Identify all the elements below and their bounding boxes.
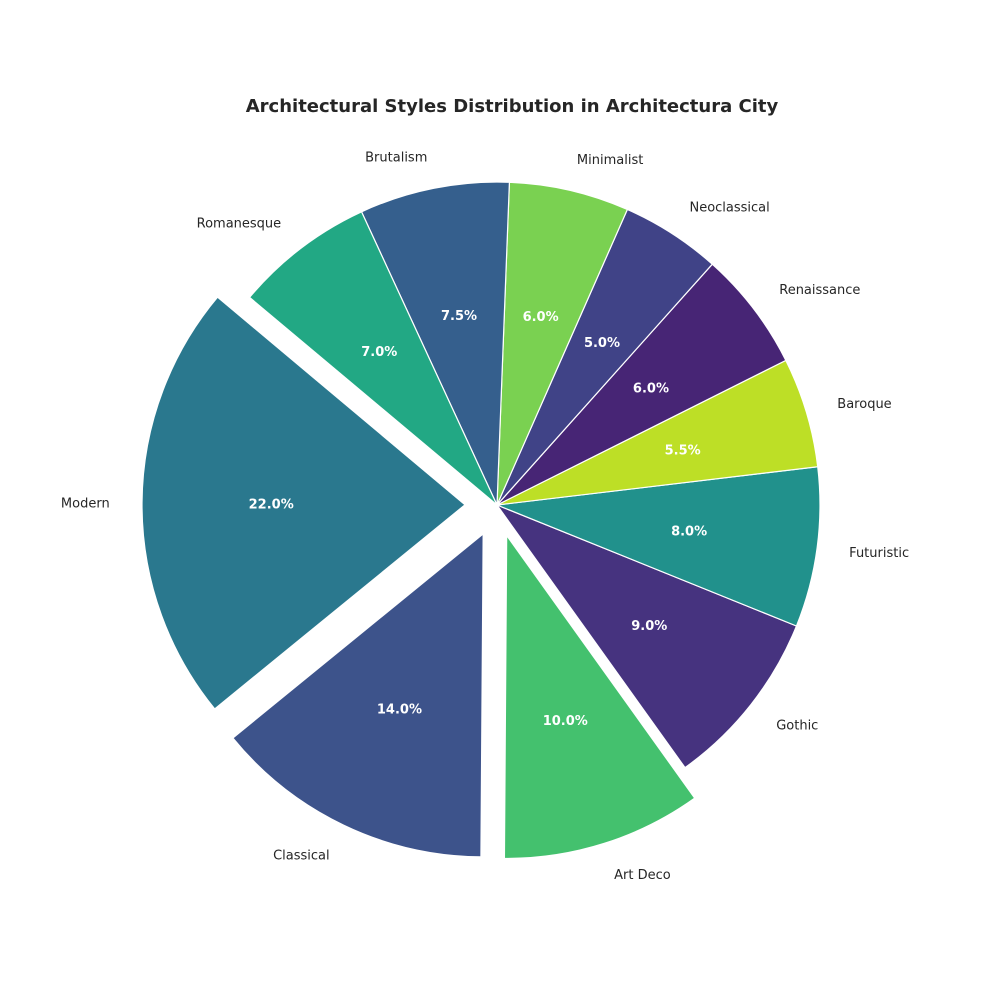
pct-label-futuristic: 8.0% — [671, 525, 707, 540]
pie-slice-classical — [232, 532, 484, 858]
slice-label-baroque: Baroque — [837, 397, 891, 412]
pct-label-art-deco: 10.0% — [543, 714, 588, 729]
pie-slice-futuristic — [496, 466, 821, 627]
chart-title: Architectural Styles Distribution in Arc… — [246, 96, 779, 117]
slice-label-renaissance: Renaissance — [779, 283, 860, 298]
pct-label-classical: 14.0% — [377, 703, 422, 718]
pct-label-gothic: 9.0% — [631, 619, 667, 634]
pie-slice-minimalist — [496, 181, 629, 506]
slice-label-minimalist: Minimalist — [577, 153, 643, 168]
pie-slice-gothic — [495, 503, 798, 769]
pie-slice-brutalism — [360, 181, 511, 506]
pct-label-baroque: 5.5% — [665, 443, 701, 458]
slice-label-gothic: Gothic — [776, 719, 818, 734]
slices-layer — [141, 181, 821, 860]
pct-label-minimalist: 6.0% — [523, 310, 559, 325]
pie-slice-renaissance — [496, 263, 787, 506]
slice-label-brutalism: Brutalism — [365, 151, 427, 166]
pct-label-renaissance: 6.0% — [633, 381, 669, 396]
slice-label-modern: Modern — [61, 496, 110, 511]
slice-label-romanesque: Romanesque — [197, 217, 282, 232]
pct-label-brutalism: 7.5% — [441, 309, 477, 324]
slice-label-art-deco: Art Deco — [614, 868, 671, 883]
pie-slice-romanesque — [248, 210, 498, 506]
pct-label-modern: 22.0% — [249, 497, 294, 512]
pie-slice-modern — [141, 296, 466, 710]
slice-label-neoclassical: Neoclassical — [689, 200, 769, 215]
labels-layer: 22.0% Modern 14.0% Classical 10.0% Art Deco 9.… — [61, 151, 909, 884]
pct-label-romanesque: 7.0% — [361, 345, 397, 360]
slice-label-classical: Classical — [273, 848, 330, 863]
slice-label-futuristic: Futuristic — [849, 546, 909, 561]
pct-label-neoclassical: 5.0% — [584, 336, 620, 351]
pie-slice-art-deco — [503, 533, 696, 860]
